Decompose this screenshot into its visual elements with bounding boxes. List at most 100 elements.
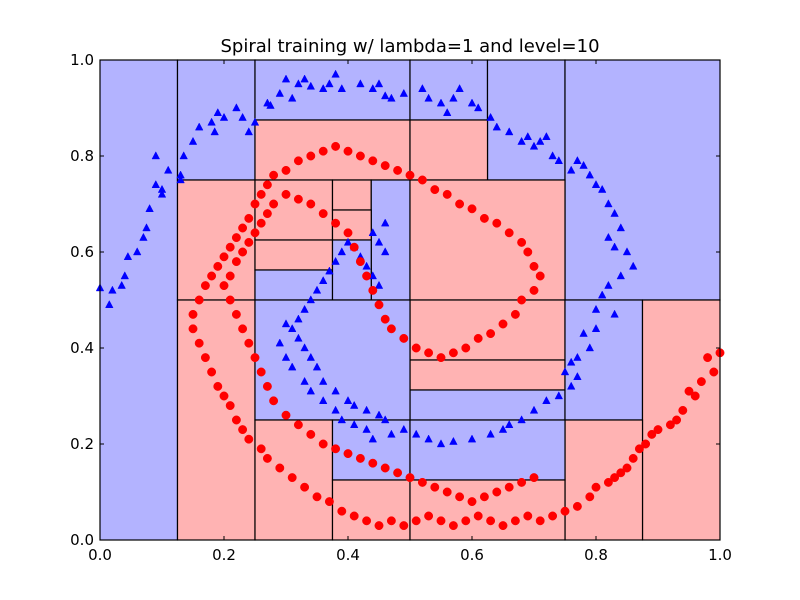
red-point-128 [225, 295, 235, 305]
red-point-44 [275, 463, 285, 473]
red-point-61 [213, 261, 223, 271]
red-point-90 [517, 237, 527, 247]
blue-point-27 [250, 117, 260, 126]
blue-point-76 [629, 261, 638, 270]
blue-point-109 [319, 376, 328, 385]
blue-point-102 [399, 424, 408, 433]
blue-point-1 [105, 300, 114, 308]
red-point-124 [238, 247, 248, 257]
red-point-89 [504, 228, 514, 238]
blue-point-49 [443, 108, 452, 116]
red-point-146 [405, 473, 415, 483]
red-point-104 [411, 343, 421, 353]
red-point-57 [188, 309, 198, 319]
blue-point-75 [622, 247, 632, 256]
red-point-120 [262, 209, 272, 219]
red-point-98 [486, 329, 496, 339]
red-point-76 [343, 146, 353, 156]
region-blue-0 [99, 59, 179, 541]
blue-point-51 [455, 84, 464, 92]
red-point-130 [238, 324, 248, 334]
blue-point-37 [325, 79, 334, 88]
blue-point-66 [579, 160, 588, 169]
blue-point-34 [300, 74, 309, 83]
blue-point-144 [368, 434, 377, 443]
blue-point-5 [123, 252, 133, 260]
blue-point-114 [288, 324, 297, 332]
blue-point-7 [139, 232, 148, 241]
x-tick-label: 1.0 [708, 546, 732, 564]
blue-point-88 [573, 372, 582, 380]
blue-point-97 [467, 434, 477, 443]
x-tick-label: 0.2 [212, 546, 236, 564]
blue-point-100 [424, 434, 433, 443]
red-point-63 [225, 242, 235, 252]
red-point-137 [293, 420, 303, 430]
blue-point-58 [523, 132, 532, 140]
red-point-108 [374, 300, 384, 310]
blue-point-80 [591, 304, 601, 313]
blue-point-6 [133, 247, 142, 256]
blue-point-69 [598, 184, 607, 193]
red-point-129 [231, 309, 241, 319]
red-point-46 [256, 444, 266, 454]
red-point-135 [269, 396, 279, 406]
red-point-88 [492, 218, 502, 228]
red-point-138 [306, 429, 316, 439]
red-point-67 [250, 199, 260, 209]
blue-point-14 [164, 165, 173, 174]
red-point-116 [306, 199, 316, 209]
red-point-123 [244, 237, 254, 247]
blue-point-91 [542, 396, 551, 404]
red-point-131 [244, 338, 254, 348]
blue-point-3 [117, 280, 126, 289]
blue-point-36 [319, 84, 328, 92]
region-red-18 [409, 359, 566, 391]
blue-point-32 [288, 93, 297, 102]
region-red-6 [254, 119, 411, 181]
blue-point-129 [381, 247, 390, 256]
red-point-53 [207, 367, 217, 377]
blue-point-131 [368, 228, 377, 236]
blue-point-2 [108, 285, 117, 294]
blue-point-35 [306, 81, 315, 90]
red-point-51 [219, 391, 229, 401]
red-point-26 [498, 521, 508, 531]
blue-point-145 [387, 429, 396, 438]
blue-point-99 [436, 439, 446, 448]
red-point-101 [448, 348, 458, 358]
red-point-72 [293, 156, 303, 166]
blue-point-104 [374, 410, 384, 419]
blue-point-95 [498, 424, 508, 433]
red-point-148 [430, 482, 440, 492]
blue-point-112 [300, 343, 309, 352]
y-tick-label: 0.0 [70, 531, 94, 549]
red-point-65 [238, 223, 248, 233]
blue-point-72 [616, 223, 625, 232]
red-point-19 [585, 492, 595, 502]
blue-point-84 [585, 343, 594, 352]
red-point-110 [362, 271, 372, 281]
red-point-27 [486, 516, 496, 526]
red-point-32 [424, 511, 434, 521]
red-point-22 [548, 511, 558, 521]
red-point-85 [455, 199, 465, 209]
region-red-17 [409, 299, 566, 361]
blue-point-33 [294, 79, 303, 88]
blue-point-81 [610, 309, 619, 318]
blue-point-50 [449, 93, 458, 102]
red-point-10 [647, 429, 657, 439]
red-point-18 [591, 482, 601, 492]
region-blue-2 [254, 59, 411, 121]
red-point-30 [448, 521, 458, 531]
x-tick-label: 0.6 [460, 546, 484, 564]
red-point-102 [436, 353, 446, 363]
blue-point-61 [542, 132, 551, 140]
red-point-96 [510, 309, 520, 319]
x-tick-label: 0.4 [336, 546, 360, 564]
blue-point-143 [362, 424, 371, 433]
red-point-23 [535, 516, 545, 526]
red-point-149 [442, 487, 452, 497]
red-point-151 [467, 497, 477, 507]
